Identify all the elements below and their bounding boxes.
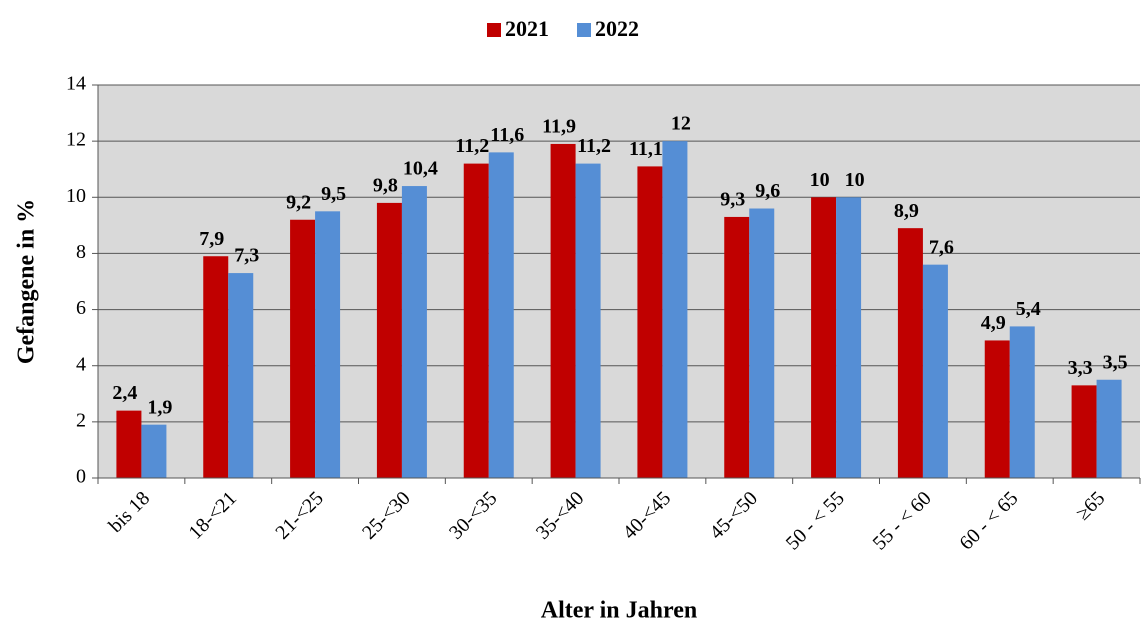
data-label: 2,4: [112, 382, 137, 404]
bar: [315, 211, 341, 479]
data-label: 10: [810, 169, 830, 191]
x-tick-label: ≥65: [1072, 487, 1109, 524]
x-tick-label: 50 - < 55: [782, 487, 849, 554]
y-tick-label: 8: [76, 241, 86, 263]
data-label: 11,2: [455, 135, 489, 157]
bar: [1071, 385, 1097, 478]
x-tick-label: 35-<40: [532, 487, 589, 544]
data-label: 11,1: [629, 138, 663, 160]
y-tick-label: 12: [66, 129, 86, 151]
bar: [550, 143, 576, 478]
legend-label: 2022: [595, 16, 639, 41]
data-label: 11,9: [542, 116, 576, 138]
y-axis-title: Gefangene in %: [14, 199, 40, 364]
bar: [575, 163, 601, 478]
x-tick-label: 21-<25: [271, 487, 328, 544]
x-tick-label: 18-<21: [184, 487, 241, 544]
bar: [637, 166, 663, 478]
data-label: 9,3: [720, 189, 745, 211]
bar: [836, 197, 862, 479]
bar: [401, 186, 427, 479]
plot-area: [98, 85, 1140, 478]
data-label: 3,3: [1068, 357, 1093, 379]
data-label: 9,5: [321, 183, 346, 205]
data-label: 11,2: [577, 135, 611, 157]
data-label: 10: [845, 169, 865, 191]
bar: [228, 273, 254, 478]
bar: [662, 141, 688, 478]
data-label: 9,2: [286, 191, 311, 213]
bar: [922, 264, 948, 478]
data-label: 8,9: [894, 200, 919, 222]
data-label: 7,6: [929, 236, 954, 258]
legend-label: 2021: [505, 16, 549, 41]
legend-swatch: [577, 23, 591, 37]
bar: [749, 208, 775, 478]
data-label: 4,9: [981, 312, 1006, 334]
data-label: 7,3: [234, 245, 259, 267]
data-label: 3,5: [1103, 351, 1128, 373]
bar: [290, 219, 316, 478]
data-label: 5,4: [1016, 298, 1041, 320]
bar: [488, 152, 514, 478]
data-label: 10,4: [403, 158, 438, 180]
bar: [141, 424, 167, 478]
data-label: 9,6: [755, 180, 780, 202]
y-tick-label: 10: [66, 185, 86, 207]
y-tick-label: 6: [76, 297, 86, 319]
data-label: 7,9: [199, 228, 224, 250]
y-tick-label: 0: [76, 466, 86, 488]
x-tick-label: 25-<30: [358, 487, 415, 544]
data-label: 1,9: [147, 396, 172, 418]
bar: [203, 256, 229, 478]
y-tick-label: 4: [76, 353, 86, 375]
y-tick-label: 14: [66, 73, 86, 95]
bar: [116, 410, 142, 478]
data-label: 12: [671, 113, 691, 135]
bar: [1009, 326, 1035, 478]
x-tick-label: bis 18: [104, 487, 154, 537]
x-tick-label: 30-<35: [445, 487, 502, 544]
bar: [376, 202, 402, 478]
bar: [724, 216, 750, 478]
x-tick-label: 55 - < 60: [869, 487, 936, 554]
x-axis-title: Alter in Jahren: [541, 598, 697, 624]
data-label: 9,8: [373, 174, 398, 196]
legend-swatch: [487, 23, 501, 37]
bar: [1096, 379, 1122, 478]
x-tick-label: 40-<45: [619, 487, 676, 544]
data-label: 11,6: [490, 124, 524, 146]
y-tick-label: 2: [76, 409, 86, 431]
bar: [897, 228, 923, 478]
x-tick-label: 45-<50: [705, 487, 762, 544]
x-tick-label: 60 - < 65: [955, 487, 1022, 554]
bar: [811, 197, 837, 479]
bar: [463, 163, 489, 478]
bar: [984, 340, 1010, 478]
